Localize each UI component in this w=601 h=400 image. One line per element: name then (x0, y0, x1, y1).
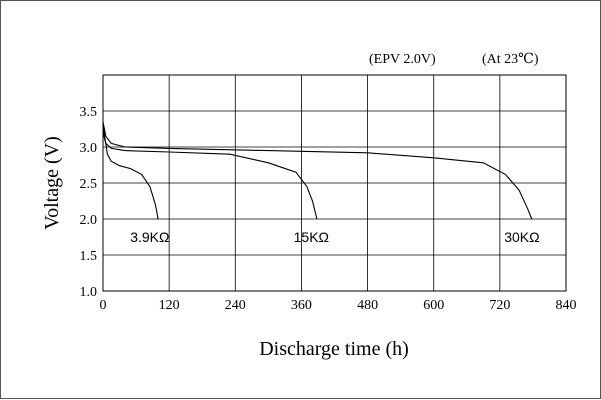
series-labels: 3.9KΩ 15KΩ 30KΩ (130, 229, 539, 245)
y-tick-label: 3.5 (80, 105, 98, 120)
x-tick-label: 480 (357, 298, 378, 313)
annotation-temperature: (At 23℃) (482, 52, 539, 67)
x-tick-label: 0 (100, 298, 107, 313)
x-tick-label: 600 (423, 298, 444, 313)
plot-area-border (102, 74, 567, 292)
series-label: 30KΩ (504, 229, 539, 245)
annotation-epv: (EPV 2.0V) (369, 52, 436, 67)
series-line (102, 121, 533, 220)
x-tick-label: 360 (291, 298, 312, 313)
y-tick-label: 3.0 (80, 141, 98, 156)
x-tick-label: 240 (225, 298, 246, 313)
series-line (102, 132, 318, 220)
x-tick-label: 840 (556, 298, 577, 313)
x-tick-label: 120 (159, 298, 180, 313)
series-lines (102, 121, 533, 220)
y-tick-label: 1.0 (80, 285, 98, 300)
series-label: 15KΩ (294, 229, 329, 245)
x-tick-label: 720 (489, 298, 510, 313)
grid-lines (102, 74, 567, 292)
y-tick-labels: 1.0 1.5 2.0 2.5 3.0 3.5 (80, 105, 98, 300)
y-tick-label: 2.5 (80, 177, 98, 192)
x-tick-labels: 0 120 240 360 480 600 720 840 (100, 298, 577, 313)
series-label: 3.9KΩ (130, 229, 169, 245)
y-axis-label: Voltage (V) (41, 136, 63, 230)
x-axis-label: Discharge time (h) (259, 338, 409, 360)
y-tick-label: 1.5 (80, 249, 98, 264)
series-line (102, 125, 159, 220)
y-tick-label: 2.0 (80, 213, 98, 228)
